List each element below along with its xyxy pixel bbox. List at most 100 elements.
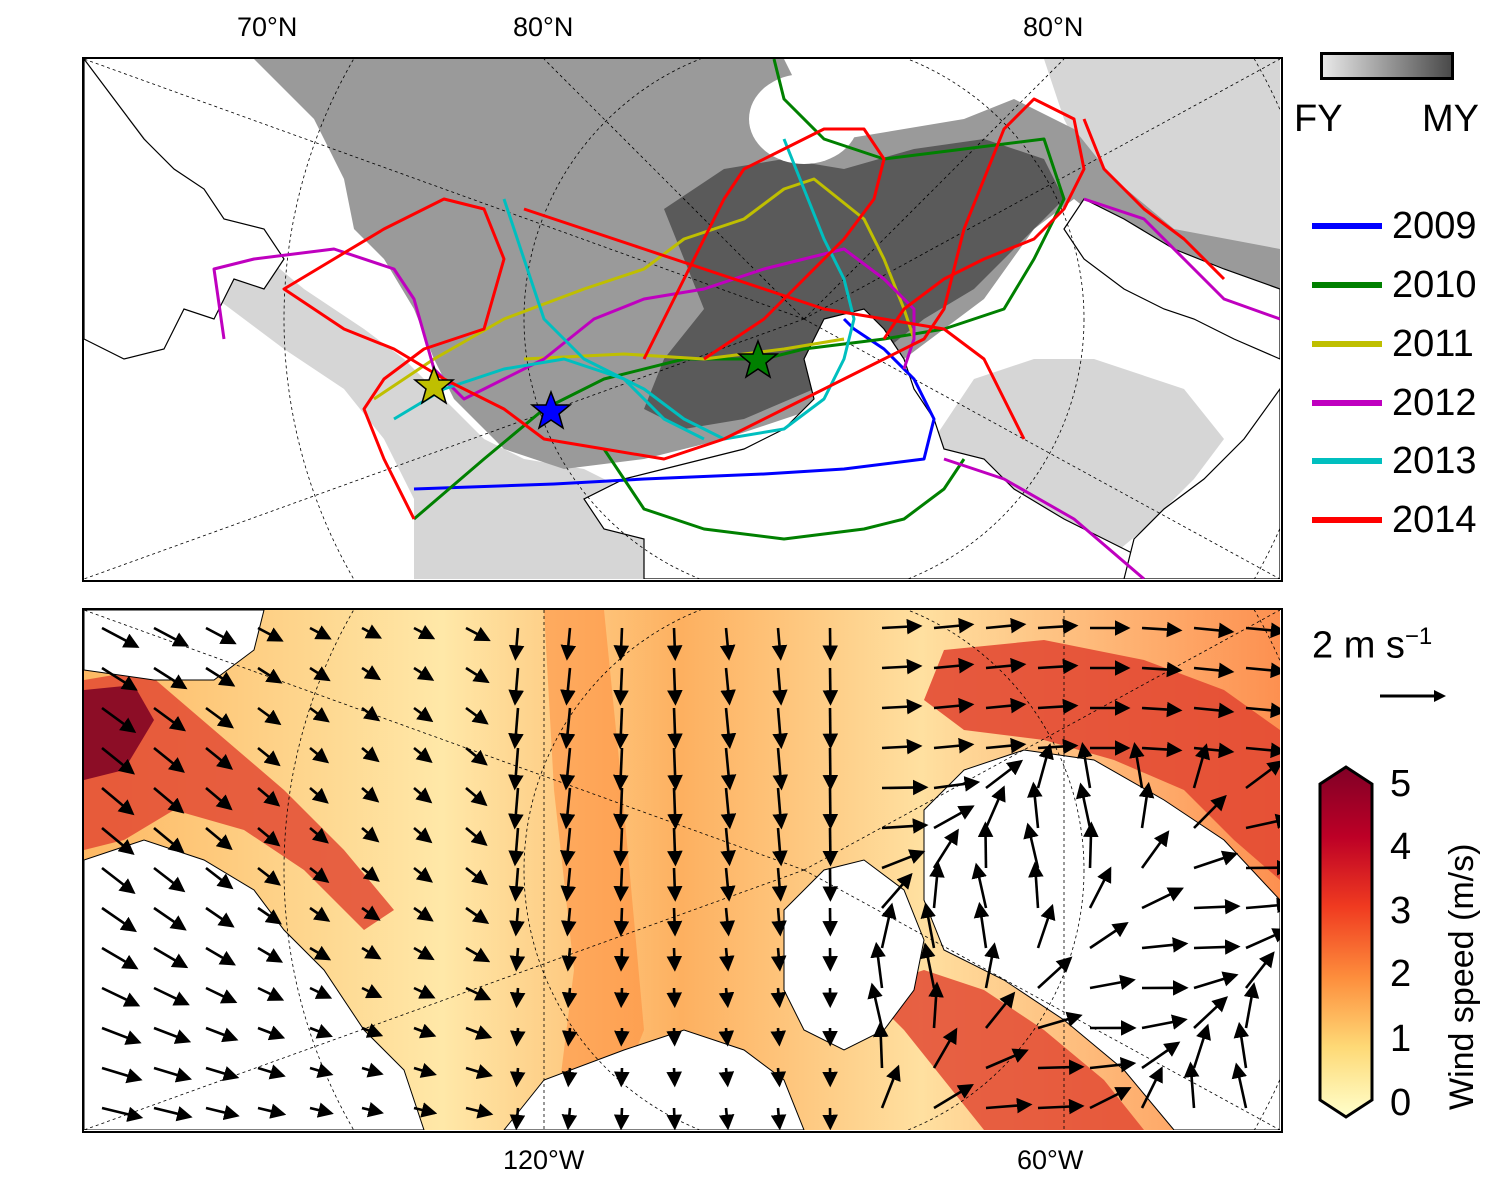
wind-vector-arrow (309, 1063, 334, 1079)
wind-vector-field (101, 617, 1280, 1130)
wind-vector-arrow (666, 1107, 683, 1130)
wind-vector-arrow (666, 947, 683, 972)
wind-vector-arrow (413, 866, 433, 883)
wind-vector-arrow (465, 787, 488, 807)
wind-vector-arrow (614, 987, 630, 1009)
wind-vector-arrow (1141, 701, 1183, 718)
wind-vector-arrow (257, 866, 281, 886)
first-year-ice-region (84, 59, 1280, 579)
wind-vector-arrow (1036, 743, 1054, 789)
track-2014c (523, 207, 1026, 440)
wind-vector-arrow (985, 617, 1027, 634)
wind-vector-arrow (771, 627, 788, 661)
wind-vector-arrow (718, 987, 735, 1009)
colorbar-tick-2: 2 (1390, 953, 1412, 995)
wind-vector-arrow (881, 779, 929, 796)
wind-vector-arrow (413, 1102, 438, 1118)
wind-vector-arrow (770, 1027, 787, 1047)
wind-vector-arrow (666, 907, 683, 937)
wind-vector-arrow (933, 805, 975, 830)
colorbar-tick-1: 1 (1390, 1018, 1412, 1060)
wind-vector-arrow (1193, 622, 1235, 639)
wind-vector-arrow (465, 1103, 494, 1119)
wind-vector-arrow (822, 667, 839, 706)
wind-vector-arrow (772, 667, 788, 706)
wind-vector-arrow (413, 945, 435, 961)
wind-vector-arrow (361, 746, 380, 763)
legend-item-2010: 2010 (1312, 265, 1477, 305)
wind-vector-arrow (465, 626, 491, 642)
wind-vector-arrow (1245, 760, 1280, 790)
wind-vector-arrow (413, 826, 433, 844)
wind-vector-arrow (1023, 822, 1040, 869)
wind-vector-arrow (465, 866, 489, 886)
wind-vector-arrow (257, 826, 281, 847)
wind-vector-arrow (1192, 743, 1211, 789)
wind-vector-arrow (153, 746, 185, 773)
wind-vector-arrow (613, 787, 629, 830)
legend-label: 2014 (1392, 499, 1477, 541)
legend-label: 2010 (1392, 264, 1477, 306)
wind-vector-arrow (920, 902, 936, 949)
wind-vector-arrow (613, 707, 629, 750)
wind-vector-arrow (1193, 939, 1241, 955)
wind-vector-arrow (873, 1021, 889, 1069)
wind-vector-arrow (867, 982, 884, 1029)
wind-vector-arrow (257, 787, 281, 807)
wind-vector-arrow (933, 776, 981, 792)
ice-type-map-panel (82, 57, 1283, 582)
wind-vector-arrow (667, 787, 683, 830)
wind-vector-arrow (719, 907, 736, 937)
wind-vector-arrow (509, 1027, 526, 1047)
wind-vector-arrow (1037, 1059, 1085, 1075)
wind-vector-arrow (822, 747, 839, 791)
wind-vector-arrow (205, 746, 234, 770)
wind-vector-arrow (465, 986, 492, 1001)
wind-vector-arrow (361, 944, 382, 960)
wind-vector-arrow (984, 991, 1016, 1029)
land-mask-south (503, 1029, 805, 1130)
wind-vector-arrow (465, 827, 488, 846)
wind-vector-arrow (309, 906, 331, 922)
wind-vector-arrow (1141, 1014, 1188, 1030)
wind-vector-arrow (932, 1027, 958, 1069)
wind-vector-arrow (153, 787, 185, 814)
wind-vector-arrow (1088, 866, 1112, 909)
wind-vector-arrow (205, 706, 234, 729)
wind-key-label: 2 m s−1 (1312, 625, 1432, 665)
wind-vector-arrow (205, 787, 233, 811)
wind-vector-arrow (361, 665, 382, 681)
wind-vector-arrow (719, 947, 735, 972)
wind-vector-arrow (309, 625, 332, 640)
wind-vector-arrow (881, 818, 929, 834)
wind-vector-arrow (413, 906, 434, 922)
wind-vector-arrow (205, 866, 234, 890)
wind-vector-arrow (205, 906, 235, 928)
wind-vector-arrow (309, 666, 331, 682)
wind-vector-arrow (880, 1064, 901, 1109)
wind-vector-arrow (509, 1107, 526, 1130)
wind-vector-arrow (361, 905, 381, 921)
wind-vector-arrow (1193, 850, 1239, 870)
wind-vector-arrow (205, 986, 238, 1004)
wind-vector-arrow (309, 1023, 333, 1039)
wind-vector-arrow (928, 981, 944, 1029)
wind-vector-arrow (1193, 898, 1241, 915)
wind-vector-arrow (1193, 971, 1239, 990)
wind-vector-arrow (361, 984, 383, 999)
wind-vector-arrow (881, 872, 913, 909)
lon-label-120w: 120°W (503, 1145, 585, 1175)
wind-vector-arrow (718, 1107, 735, 1130)
wind-vector-arrow (1141, 621, 1183, 638)
wind-vector-arrow (205, 826, 233, 851)
wind-vector-arrow (465, 706, 489, 725)
start-star-2011 (412, 364, 456, 405)
wind-vector-arrow (560, 907, 577, 937)
wind-vector-arrow (560, 867, 577, 902)
legend-label: 2009 (1392, 205, 1477, 247)
wind-key-arrow (1380, 690, 1446, 702)
wind-vector-arrow (257, 626, 284, 642)
wind-vector-arrow (559, 707, 576, 750)
wind-vector-arrow (1233, 1021, 1250, 1069)
wind-vector-arrow (971, 862, 988, 909)
